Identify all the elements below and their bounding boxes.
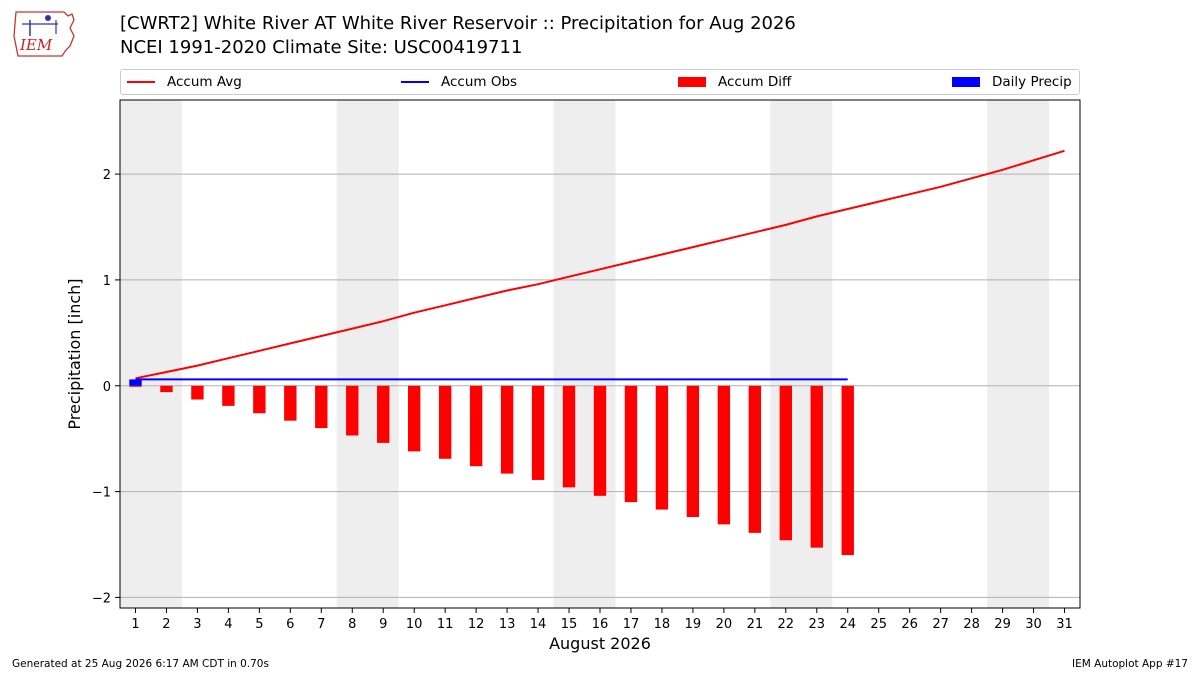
x-tick-label-2: 2 (162, 617, 170, 632)
x-tick-label-28: 28 (963, 617, 980, 632)
x-tick-label-11: 11 (437, 617, 454, 632)
y-axis-label: Precipitation [inch] (65, 278, 84, 429)
x-tick-label-8: 8 (348, 617, 356, 632)
x-tick-label-1: 1 (131, 617, 139, 632)
legend-label-daily-precip: Daily Precip (992, 74, 1072, 90)
x-tick-label-22: 22 (778, 617, 795, 632)
x-tick-label-14: 14 (530, 617, 547, 632)
x-tick-label-25: 25 (870, 617, 887, 632)
x-tick-label-12: 12 (468, 617, 485, 632)
legend-swatch-accum-avg (127, 81, 155, 83)
plot-frame (119, 99, 1081, 609)
accum-avg-line (135, 149, 1065, 380)
x-tick-label-7: 7 (317, 617, 325, 632)
accum-diff-bar-6 (284, 385, 297, 421)
accum-diff-bar-8 (346, 385, 359, 436)
daily-precip-bar-1 (129, 379, 142, 386)
legend-item-accum-obs: Accum Obs (401, 70, 517, 94)
accum-diff-bar-19 (686, 385, 700, 517)
x-tick-label-16: 16 (592, 617, 609, 632)
bars (129, 379, 854, 556)
x-tick-label-15: 15 (561, 617, 578, 632)
x-tick-label-24: 24 (839, 617, 856, 632)
x-axis-label: August 2026 (549, 634, 651, 653)
x-tick-label-3: 3 (193, 617, 201, 632)
x-tick-label-10: 10 (406, 617, 423, 632)
legend-label-accum-obs: Accum Obs (441, 74, 518, 90)
x-tick-label-4: 4 (224, 617, 232, 632)
weekend-band-1 (120, 100, 182, 608)
accum-diff-bar-12 (469, 385, 483, 467)
accum-diff-bar-13 (500, 385, 514, 474)
legend-item-accum-diff: Accum Diff (678, 70, 791, 94)
x-tick-label-26: 26 (901, 617, 918, 632)
x-tick-label-20: 20 (716, 617, 733, 632)
legend-label-accum-avg: Accum Avg (167, 74, 242, 90)
accum-diff-bar-24 (841, 385, 854, 556)
x-tick-label-18: 18 (654, 617, 671, 632)
series-lines (135, 149, 1065, 381)
x-tick-label-13: 13 (499, 617, 516, 632)
weekend-band-29 (987, 100, 1050, 608)
x-tick-label-31: 31 (1056, 617, 1073, 632)
gridlines (120, 173, 1080, 598)
x-tick-label-9: 9 (379, 617, 387, 632)
accum-diff-bar-23 (810, 385, 823, 548)
legend-label-accum-diff: Accum Diff (718, 74, 792, 90)
weekend-band-8 (336, 100, 399, 608)
accum-diff-bar-11 (438, 385, 452, 459)
accum-diff-bar-16 (593, 385, 607, 496)
accum-diff-bar-17 (624, 385, 638, 503)
accum-diff-bar-9 (377, 385, 390, 443)
accum-diff-bar-21 (748, 385, 762, 533)
weekend-shading (120, 100, 1050, 608)
accum-diff-bar-5 (253, 385, 266, 414)
legend-item-accum-avg: Accum Avg (127, 70, 242, 94)
weekend-band-15 (553, 100, 616, 608)
y-tick-label-1: 1 (103, 274, 111, 289)
accum-diff-bar-4 (222, 385, 235, 406)
logo-text: IEM (19, 36, 53, 54)
accum-diff-bar-15 (562, 385, 576, 488)
x-tick-label-27: 27 (932, 617, 949, 632)
legend-item-daily-precip: Daily Precip (952, 70, 1072, 94)
y-tick-label-0: 0 (103, 380, 111, 395)
accum-diff-bar-20 (717, 385, 731, 525)
accum-diff-bar-22 (779, 385, 792, 541)
accum-diff-bar-2 (160, 385, 173, 393)
x-tick-label-29: 29 (994, 617, 1011, 632)
x-tick-label-5: 5 (255, 617, 263, 632)
accum-diff-bar-7 (315, 385, 328, 429)
x-tick-label-19: 19 (685, 617, 702, 632)
x-tick-label-6: 6 (286, 617, 294, 632)
iem-logo: IEM (13, 11, 75, 57)
legend-swatch-daily-precip (952, 77, 980, 87)
app-label: IEM Autoplot App #17 (1072, 658, 1188, 670)
y-tick-label--1: −1 (92, 486, 111, 501)
chart-title: [CWRT2] White River AT White River Reser… (120, 13, 796, 34)
accum-diff-bar-18 (655, 385, 669, 510)
accum-diff-bar-3 (191, 385, 204, 400)
x-tick-label-17: 17 (623, 617, 640, 632)
chart-legend: Accum Avg Accum Obs Accum Diff Daily Pre… (120, 69, 1080, 95)
chart-subtitle: NCEI 1991-2020 Climate Site: USC00419711 (120, 37, 523, 58)
y-tick-label--2: −2 (92, 591, 111, 606)
x-tick-label-21: 21 (747, 617, 764, 632)
accum-diff-bar-14 (531, 385, 545, 480)
accum-diff-bar-10 (408, 385, 421, 452)
y-tick-label-2: 2 (103, 168, 111, 183)
legend-swatch-accum-diff (678, 77, 706, 87)
generated-timestamp: Generated at 25 Aug 2026 6:17 AM CDT in … (12, 658, 269, 670)
weekend-band-22 (770, 100, 833, 608)
x-tick-label-30: 30 (1025, 617, 1042, 632)
accum-diff-bar-1 (129, 385, 142, 387)
x-tick-label-23: 23 (809, 617, 826, 632)
legend-swatch-accum-obs (401, 81, 429, 83)
